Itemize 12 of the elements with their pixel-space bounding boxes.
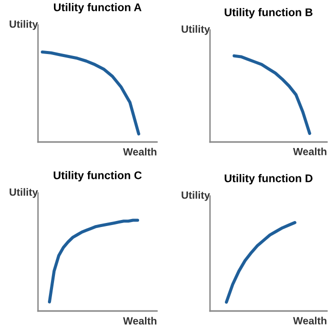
- y-axis-title: Utility: [182, 191, 210, 201]
- chart-title: Utility function D: [224, 174, 312, 184]
- y-axis-title: Utility: [10, 188, 38, 198]
- x-axis-title: Wealth: [123, 316, 156, 325]
- y-axis-title: Utility: [10, 20, 38, 30]
- x-axis-title: Wealth: [123, 148, 156, 156]
- chart-title: Utility function B: [224, 8, 312, 18]
- y-axis-title: Utility: [182, 25, 210, 35]
- chart-title: Utility function A: [54, 3, 142, 14]
- x-axis-title: Wealth: [293, 148, 326, 156]
- chart-title: Utility function C: [54, 171, 142, 182]
- x-axis-title: Wealth: [293, 316, 326, 324]
